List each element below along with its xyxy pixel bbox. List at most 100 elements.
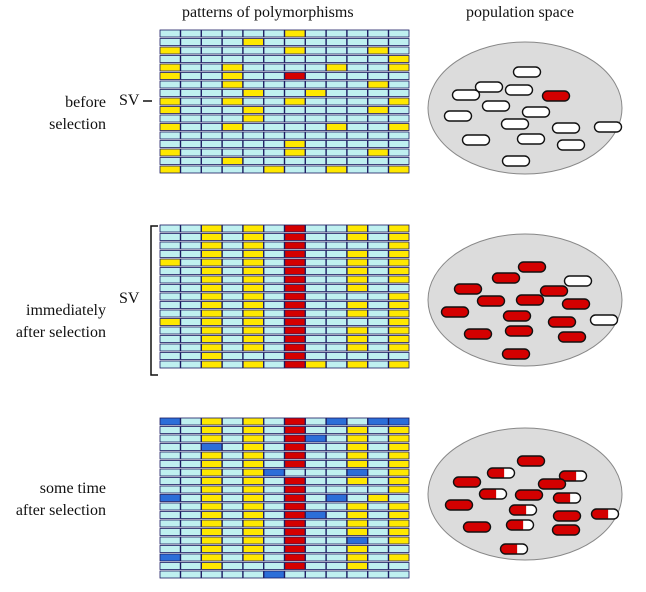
polymorphism-cell: [263, 55, 285, 63]
polymorphism-cell: [242, 114, 264, 123]
polymorphism-cell: [221, 55, 243, 63]
polymorphism-cell: [388, 451, 410, 460]
polymorphism-cell: [263, 360, 285, 369]
polymorphism-cell: [242, 97, 264, 106]
polymorphism-cell: [367, 434, 389, 443]
polymorphism-cell: [305, 511, 327, 519]
polymorphism-cell: [388, 519, 410, 528]
polymorphism-cell: [242, 352, 264, 360]
polymorphism-cell: [263, 570, 285, 579]
polymorphism-cell: [201, 131, 223, 140]
polymorphism-cell: [388, 63, 410, 72]
polymorphism-cell: [180, 97, 202, 106]
polymorphism-cell: [305, 267, 327, 275]
polymorphism-cell: [263, 38, 285, 46]
polymorphism-cell: [388, 165, 410, 174]
polymorphism-cell: [159, 562, 181, 570]
polymorphism-cell: [346, 131, 368, 140]
polymorphism-cell: [180, 494, 202, 502]
polymorphism-cell: [388, 301, 410, 309]
polymorphism-cell: [242, 292, 264, 301]
polymorphism-cell: [346, 536, 368, 545]
polymorphism-cell: [221, 519, 243, 528]
polymorphism-cell: [284, 38, 306, 46]
polymorphism-cell: [367, 309, 389, 318]
polymorphism-cell: [201, 426, 223, 434]
polymorphism-cell: [242, 468, 264, 477]
individual-capsule: [504, 84, 534, 96]
polymorphism-cell: [242, 258, 264, 267]
polymorphism-cell: [284, 360, 306, 369]
polymorphism-cell: [367, 131, 389, 140]
polymorphism-cell: [180, 301, 202, 309]
polymorphism-cell: [325, 284, 347, 292]
polymorphism-cell: [284, 114, 306, 123]
polymorphism-cell: [305, 301, 327, 309]
polymorphism-cell: [388, 123, 410, 131]
polymorphism-cell: [263, 284, 285, 292]
polymorphism-cell: [367, 485, 389, 494]
polymorphism-cell: [325, 352, 347, 360]
polymorphism-cell: [388, 485, 410, 494]
polymorphism-cell: [159, 309, 181, 318]
polymorphism-cell: [367, 426, 389, 434]
sv-bracket: [150, 225, 158, 376]
polymorphism-cell: [284, 426, 306, 434]
polymorphism-cell: [367, 477, 389, 485]
polymorphism-cell: [180, 528, 202, 536]
polymorphism-cell: [159, 468, 181, 477]
polymorphism-cell: [201, 451, 223, 460]
polymorphism-cell: [201, 352, 223, 360]
polymorphism-cell: [263, 545, 285, 553]
individual-capsule: [593, 121, 623, 133]
polymorphism-cell: [201, 123, 223, 131]
polymorphism-cell: [221, 80, 243, 89]
polymorphism-cell: [242, 241, 264, 250]
individual-capsule: [590, 508, 620, 520]
polymorphism-cell: [305, 519, 327, 528]
polymorphism-cell: [367, 292, 389, 301]
polymorphism-cell: [159, 326, 181, 335]
polymorphism-cell: [159, 233, 181, 241]
polymorphism-cell: [221, 477, 243, 485]
polymorphism-cell: [242, 267, 264, 275]
polymorphism-cell: [284, 502, 306, 511]
polymorphism-cell: [305, 352, 327, 360]
polymorphism-cell: [284, 29, 306, 38]
polymorphism-cell: [201, 258, 223, 267]
individual-capsule: [481, 100, 511, 112]
panel-label-immediately: immediately after selection: [16, 300, 106, 344]
polymorphism-cell: [325, 258, 347, 267]
polymorphism-cell: [305, 46, 327, 55]
polymorphism-cell: [159, 485, 181, 494]
polymorphism-cell: [263, 80, 285, 89]
individual-capsule: [515, 294, 545, 306]
polymorphism-cell: [180, 148, 202, 157]
polymorphism-cell: [180, 443, 202, 451]
polymorphism-cell: [305, 477, 327, 485]
polymorphism-cell: [284, 258, 306, 267]
polymorphism-cell: [180, 63, 202, 72]
polymorphism-cell: [325, 275, 347, 284]
polymorphism-cell: [305, 131, 327, 140]
polymorphism-cell: [388, 426, 410, 434]
individual-capsule: [556, 139, 586, 151]
polymorphism-cell: [180, 352, 202, 360]
polymorphism-cell: [242, 434, 264, 443]
polymorphism-cell: [159, 318, 181, 326]
polymorphism-cell: [325, 477, 347, 485]
polymorphism-cell: [201, 63, 223, 72]
polymorphism-cell: [263, 46, 285, 55]
polymorphism-cell: [201, 275, 223, 284]
polymorphism-cell: [180, 131, 202, 140]
polymorphism-cell: [159, 477, 181, 485]
polymorphism-cell: [180, 335, 202, 343]
polymorphism-cell: [367, 460, 389, 468]
polymorphism-cell: [221, 528, 243, 536]
individual-capsule: [463, 328, 493, 340]
polymorphism-cell: [346, 80, 368, 89]
polymorphism-cell: [159, 72, 181, 80]
polymorphism-cell: [159, 502, 181, 511]
individual-capsule: [558, 470, 588, 482]
polymorphism-cell: [201, 72, 223, 80]
